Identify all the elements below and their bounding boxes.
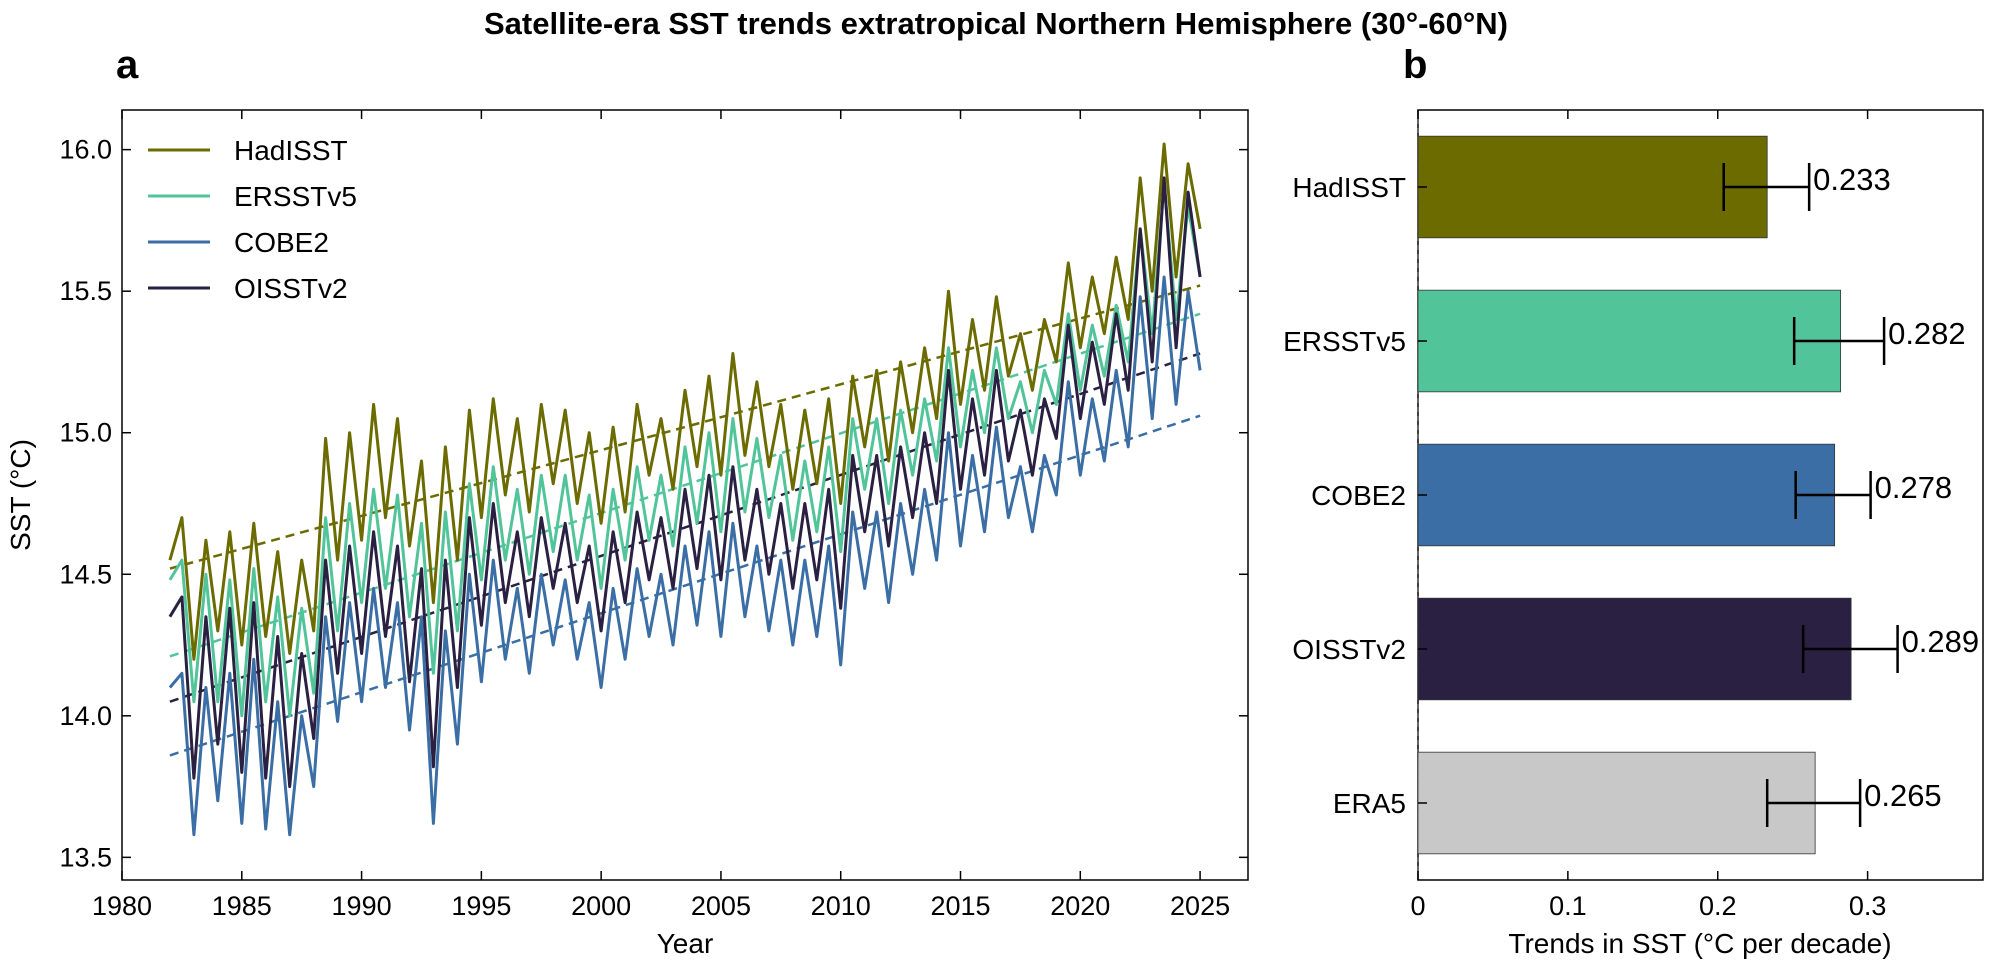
panel-b-ticks: 0 0.1 0.2 0.3 <box>1410 110 1886 921</box>
bar-era5 <box>1417 751 1816 855</box>
panel-a-y-axis-label: SST (°C) <box>5 439 36 551</box>
bar-ersstv5 <box>1417 289 1842 393</box>
legend-label-ersstv5: ERSSTv5 <box>234 181 357 212</box>
trend-line-ersstv5 <box>169 312 1201 658</box>
panel-a-ticks: 1980 1985 1990 1995 2000 2005 2010 2015 2020 2025… <box>59 110 1248 921</box>
legend-label-hadisst: HadISST <box>234 135 348 166</box>
series-line-ersstv5 <box>168 182 1202 718</box>
series-line-oisstv2 <box>168 176 1202 789</box>
series-line-cobe2 <box>168 275 1202 837</box>
value-label-oisstv2: 0.289 <box>1902 624 1980 659</box>
series-line-hadisst <box>168 142 1202 661</box>
panel-b-bar-chart: 0 0.1 0.2 0.3 HadISST 0.233 ERSSTv5 0.282 COBE2… <box>1283 109 1984 959</box>
panel-a-x-axis-label: Year <box>657 928 714 959</box>
value-label-cobe2: 0.278 <box>1875 470 1953 505</box>
panel-a-x-tick-label: 1985 <box>212 891 272 921</box>
panel-a-x-tick-label: 1995 <box>451 891 511 921</box>
panel-a-y-tick-label: 16.0 <box>59 135 112 165</box>
panel-a-x-tick-label: 2000 <box>571 891 631 921</box>
trend-line-hadisst <box>169 284 1201 570</box>
panel-b-x-tick-label: 0.3 <box>1849 891 1887 921</box>
panel-a-legend: HadISST ERSSTv5 COBE2 OISSTv2 <box>148 135 357 304</box>
category-label-oisstv2: OISSTv2 <box>1292 634 1406 665</box>
panel-a-x-tick-label: 2025 <box>1170 891 1230 921</box>
panel-b-x-tick-label: 0 <box>1410 891 1425 921</box>
panel-a-frame <box>121 109 1249 881</box>
panel-a-y-tick-label: 14.0 <box>59 701 112 731</box>
panel-a-label: a <box>116 43 139 87</box>
panel-a-x-tick-label: 2005 <box>691 891 751 921</box>
panel-b-bars: HadISST 0.233 ERSSTv5 0.282 COBE2 0.278 OISSTv… <box>1283 135 1980 855</box>
value-label-ersstv5: 0.282 <box>1888 316 1966 351</box>
panel-b-x-tick-label: 0.1 <box>1549 891 1587 921</box>
category-label-hadisst: HadISST <box>1292 172 1406 203</box>
figure-title: Satellite-era SST trends extratropical N… <box>484 6 1508 41</box>
trend-line-cobe2 <box>169 414 1201 757</box>
bar-hadisst <box>1417 135 1768 239</box>
category-label-cobe2: COBE2 <box>1311 480 1406 511</box>
panel-b-x-axis-label: Trends in SST (°C per decade) <box>1508 928 1891 959</box>
panel-a-y-tick-label: 15.0 <box>59 418 112 448</box>
panel-a-series-lines <box>168 142 1202 837</box>
panel-a-x-tick-label: 1990 <box>332 891 392 921</box>
legend-label-cobe2: COBE2 <box>234 227 329 258</box>
category-label-era5: ERA5 <box>1333 788 1406 819</box>
panel-b-label: b <box>1403 43 1427 87</box>
panel-a-y-tick-label: 15.5 <box>59 276 112 306</box>
panel-a-x-tick-label: 2020 <box>1050 891 1110 921</box>
legend-label-oisstv2: OISSTv2 <box>234 273 348 304</box>
value-label-hadisst: 0.233 <box>1813 162 1891 197</box>
category-label-ersstv5: ERSSTv5 <box>1283 326 1406 357</box>
panel-a-y-tick-label: 13.5 <box>59 842 112 872</box>
bar-cobe2 <box>1417 443 1836 547</box>
value-label-era5: 0.265 <box>1864 778 1942 813</box>
panel-a-x-tick-label: 2015 <box>930 891 990 921</box>
panel-a-y-tick-label: 14.5 <box>59 559 112 589</box>
panel-a-line-chart: 1980 1985 1990 1995 2000 2005 2010 2015 2020 2025… <box>5 109 1249 959</box>
panel-b-x-tick-label: 0.2 <box>1699 891 1737 921</box>
bar-oisstv2 <box>1417 597 1852 701</box>
panel-a-x-tick-label: 2010 <box>811 891 871 921</box>
panel-a-x-tick-label: 1980 <box>92 891 152 921</box>
